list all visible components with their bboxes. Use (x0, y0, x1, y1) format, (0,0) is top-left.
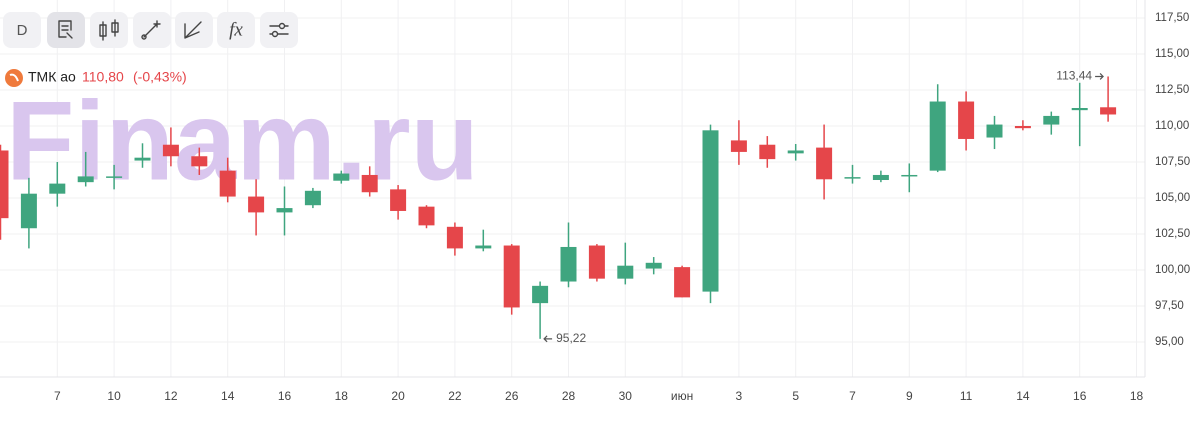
x-tick-label: 3 (736, 389, 743, 403)
candle-body (475, 245, 492, 249)
candle-body (645, 262, 662, 269)
candle-body (844, 177, 861, 179)
watermark: Finam.ru (6, 79, 479, 204)
candle-body (162, 144, 179, 157)
candle-body (1043, 115, 1060, 125)
candle-body (49, 183, 66, 194)
candle-body (333, 173, 350, 181)
x-tick-label: 14 (1016, 389, 1030, 403)
candle-body (191, 156, 208, 167)
candle-body (106, 176, 123, 178)
candle-body (20, 193, 37, 229)
candle-body (617, 265, 634, 279)
candle-button[interactable] (90, 12, 128, 48)
candle-body (872, 174, 889, 181)
y-tick-label: 105,00 (1155, 192, 1190, 204)
candle-body (929, 101, 946, 171)
x-tick-label: 10 (107, 389, 121, 403)
x-tick-label: 5 (792, 389, 799, 403)
y-tick-label: 100,00 (1155, 264, 1190, 276)
draw-icon (58, 20, 73, 39)
y-tick-label: 117,50 (1155, 12, 1189, 24)
candle-body (958, 101, 975, 139)
last-price: 110,80 (82, 69, 124, 85)
candle-body (901, 174, 918, 177)
fib-button[interactable] (175, 12, 213, 48)
y-tick-label: 102,50 (1155, 228, 1190, 240)
x-tick-label: июн (671, 389, 693, 403)
candle-body (560, 246, 577, 282)
candle-body (759, 144, 776, 160)
candle-body (390, 189, 407, 211)
ticker-logo (5, 69, 23, 87)
interval-label: D (17, 22, 28, 39)
min-label: 95,22 (556, 331, 586, 345)
candle-body (1071, 108, 1088, 111)
x-tick-label: 18 (335, 389, 349, 403)
candle-body (77, 176, 94, 183)
y-tick-label: 112,50 (1155, 84, 1189, 96)
x-tick-label: 16 (278, 389, 292, 403)
candle-body (276, 208, 293, 213)
max-label: 113,44 (1056, 69, 1092, 83)
candle-body (361, 174, 378, 193)
x-tick-label: 18 (1130, 389, 1144, 403)
settings-button[interactable] (260, 12, 298, 48)
candle-body (730, 140, 747, 152)
min-arrow (543, 335, 553, 343)
y-tick-label: 95,00 (1155, 336, 1184, 348)
y-tick-label: 115,00 (1155, 48, 1189, 60)
candle-body (1014, 126, 1031, 129)
candle-body (134, 157, 151, 161)
candle-body (588, 245, 605, 279)
candle-body (816, 147, 833, 180)
price-change: (-0,43%) (133, 69, 187, 85)
y-tick-label: 110,00 (1155, 120, 1189, 132)
candles (0, 76, 1117, 339)
series-name: ТМК ао (28, 69, 76, 85)
y-tick-label: 97,50 (1155, 300, 1184, 312)
candle-body (503, 245, 520, 308)
x-tick-label: 26 (505, 389, 519, 403)
x-tick-label: 30 (619, 389, 633, 403)
x-tick-label: 16 (1073, 389, 1087, 403)
line-tool-icon (143, 20, 161, 38)
candle-body (532, 285, 549, 304)
x-tick-label: 7 (54, 389, 61, 403)
candle-body (418, 206, 435, 226)
max-arrow (1095, 73, 1104, 80)
candle-body (0, 150, 9, 219)
indicator-button[interactable] (217, 12, 255, 48)
interval-button[interactable] (3, 12, 41, 48)
x-tick-label: 11 (960, 389, 973, 403)
x-tick-label: 22 (448, 389, 462, 403)
x-tick-label: 9 (906, 389, 913, 403)
indicator-label: fx (229, 19, 243, 40)
line-tool-button[interactable] (133, 12, 171, 48)
candle-body (674, 267, 691, 298)
candle-body (702, 130, 719, 292)
fib-icon (184, 21, 202, 39)
candle-body (1100, 107, 1117, 115)
x-tick-label: 7 (849, 389, 856, 403)
x-tick-label: 20 (391, 389, 405, 403)
x-tick-label: 14 (221, 389, 235, 403)
candle-body (986, 124, 1003, 138)
x-tick-label: 12 (164, 389, 178, 403)
x-tick-label: 28 (562, 389, 576, 403)
candle-body (787, 150, 804, 154)
candle-body (219, 170, 236, 197)
candle-body (446, 226, 463, 249)
toolbar: D fx (3, 12, 298, 48)
candle-body (248, 196, 265, 213)
y-tick-label: 107,50 (1155, 156, 1190, 168)
candle-icon (99, 19, 119, 41)
candle-body (304, 190, 321, 206)
